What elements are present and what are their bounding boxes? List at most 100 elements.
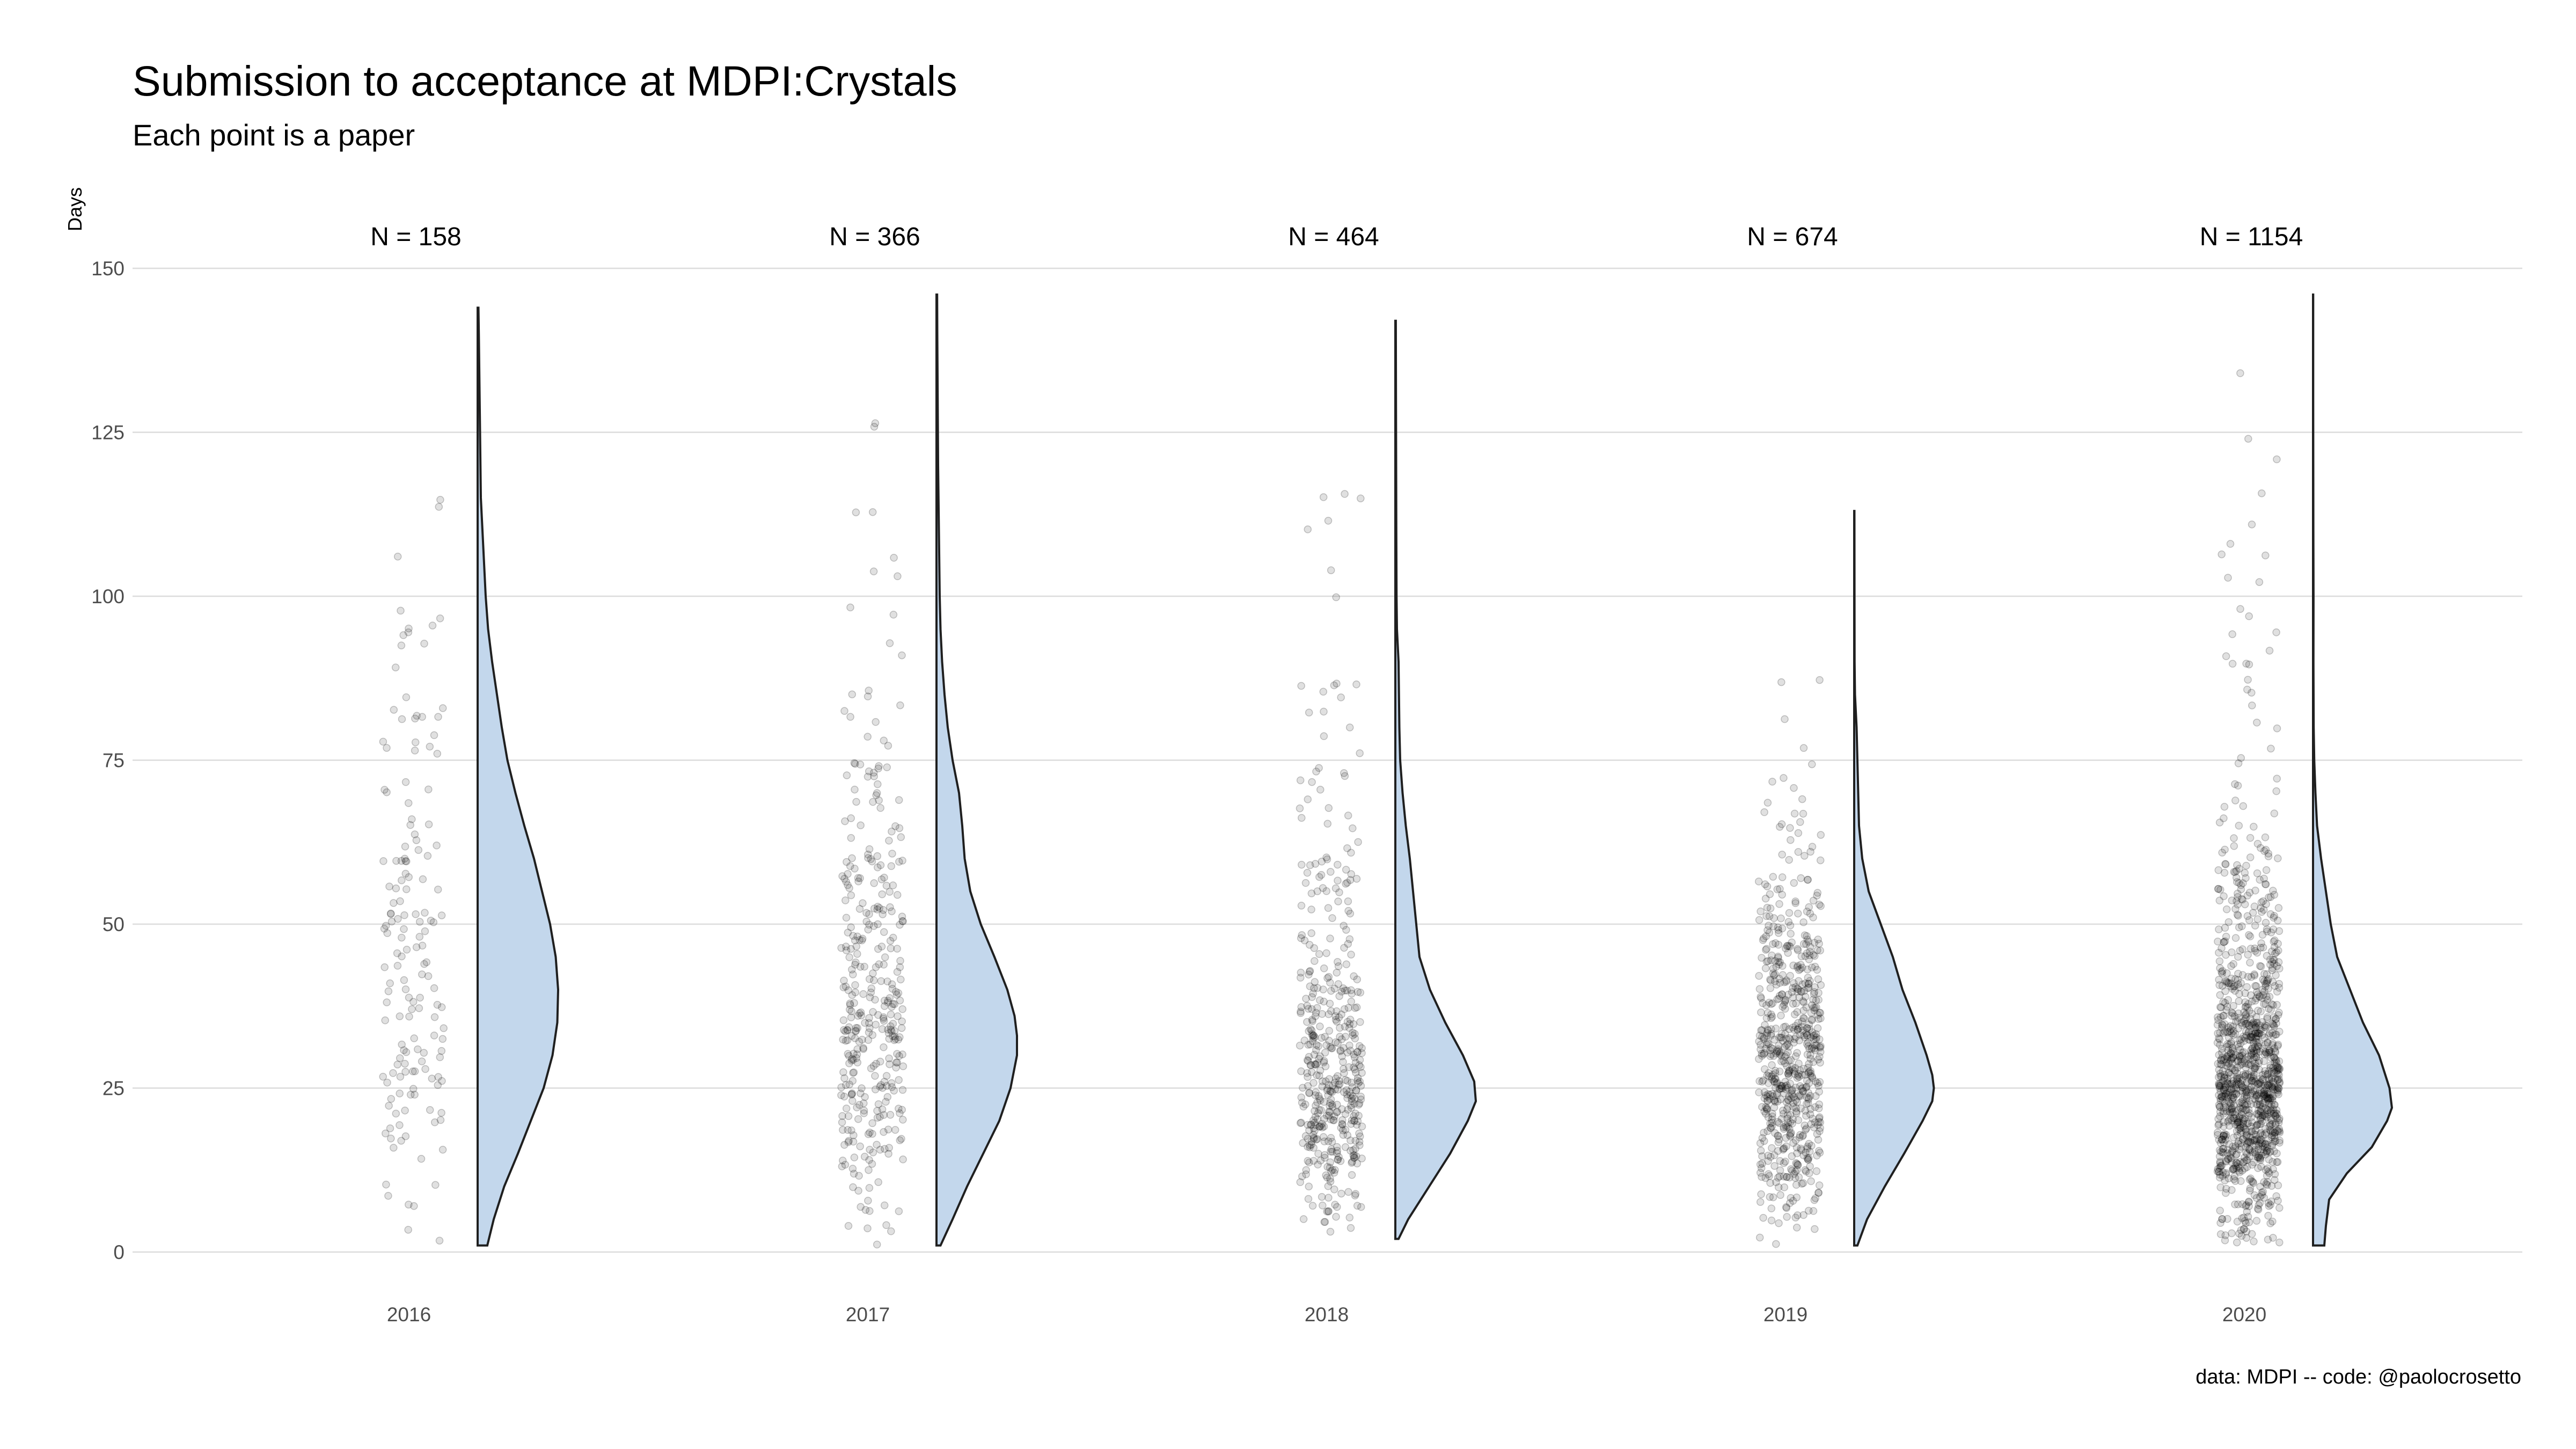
data-point [894, 572, 902, 581]
data-point [401, 985, 410, 993]
data-point [2264, 1212, 2272, 1220]
data-point [1803, 1040, 1811, 1048]
data-point [1333, 1101, 1341, 1109]
data-point [863, 773, 872, 781]
data-point [1757, 1190, 1765, 1198]
data-point [837, 1083, 845, 1092]
data-point [2272, 1158, 2281, 1166]
data-point [1763, 1097, 1772, 1105]
data-point [1785, 1025, 1793, 1033]
data-point [438, 704, 447, 712]
data-point [895, 796, 903, 804]
data-point [871, 1085, 880, 1094]
data-point [1315, 764, 1323, 772]
data-point [1799, 1087, 1807, 1095]
data-point [387, 917, 396, 926]
data-point [899, 1062, 908, 1071]
data-point [1804, 1154, 1813, 1162]
data-point [1348, 1116, 1356, 1124]
data-point [1311, 957, 1319, 965]
data-point [1316, 1052, 1324, 1060]
data-point [434, 1073, 442, 1081]
data-point [849, 1056, 858, 1064]
data-point [1311, 1033, 1319, 1042]
data-point [438, 1146, 447, 1154]
data-point [1789, 1099, 1798, 1107]
data-point [1801, 1121, 1809, 1130]
data-point [888, 1079, 896, 1087]
data-point [1308, 1015, 1316, 1024]
data-point [1770, 1074, 1779, 1083]
data-point [2220, 802, 2229, 811]
data-point [2216, 1206, 2224, 1215]
data-point [1318, 1123, 1327, 1132]
data-point [875, 796, 883, 804]
data-point [1775, 1135, 1783, 1144]
data-point [1811, 1118, 1819, 1126]
data-point [1316, 786, 1324, 794]
data-point [1307, 905, 1315, 913]
data-point [2262, 919, 2270, 927]
data-point [1773, 1078, 1781, 1087]
data-point [1316, 1096, 1324, 1104]
data-point [1326, 1043, 1335, 1051]
data-point [1297, 1118, 1305, 1127]
data-point [885, 1054, 893, 1063]
data-point [869, 1008, 877, 1016]
data-point [1781, 1059, 1789, 1067]
data-point [845, 953, 853, 962]
data-point [2253, 719, 2261, 727]
data-point [2257, 844, 2265, 852]
data-point [1308, 778, 1316, 786]
data-point [1326, 1227, 1335, 1236]
data-point [840, 875, 848, 883]
data-point [2215, 925, 2223, 934]
data-point [405, 1012, 413, 1021]
data-point [400, 925, 408, 933]
data-point [880, 736, 888, 745]
data-point [1324, 1137, 1333, 1146]
data-point [1789, 1197, 1797, 1205]
data-point [859, 1045, 867, 1053]
data-point [839, 1157, 847, 1165]
data-point [880, 1016, 888, 1025]
data-point [1327, 1007, 1335, 1015]
data-point [2215, 1034, 2223, 1042]
data-point [852, 1024, 860, 1032]
data-point [888, 1027, 896, 1035]
data-point [1788, 1065, 1797, 1074]
data-point [850, 1169, 858, 1178]
data-point [1786, 1118, 1795, 1126]
data-point [1766, 984, 1775, 992]
data-point [396, 1073, 405, 1081]
data-point [2273, 1114, 2281, 1122]
data-point [1765, 921, 1773, 930]
data-point [1326, 1099, 1334, 1107]
data-point [1755, 1077, 1763, 1085]
data-point [1801, 852, 1809, 860]
data-point [1304, 525, 1312, 533]
data-point [1346, 1091, 1355, 1100]
data-point [1346, 1146, 1355, 1155]
data-point [386, 909, 395, 918]
data-point [856, 963, 865, 971]
data-point [894, 989, 903, 997]
data-point [1315, 1122, 1323, 1131]
data-point [1785, 1066, 1794, 1075]
data-point [380, 786, 389, 794]
data-point [400, 911, 408, 919]
data-point [1309, 1031, 1318, 1040]
data-point [1350, 1053, 1359, 1062]
data-point [898, 1086, 907, 1094]
data-point [1323, 1162, 1331, 1171]
data-point [1329, 1081, 1337, 1090]
data-point [840, 707, 848, 715]
data-point [882, 1097, 890, 1106]
data-point [874, 1100, 883, 1108]
data-point [1799, 1211, 1807, 1219]
data-point [1798, 1022, 1806, 1031]
data-point [1304, 1143, 1312, 1151]
data-point [873, 1240, 881, 1249]
data-point [1784, 949, 1792, 957]
data-point [1298, 861, 1306, 869]
